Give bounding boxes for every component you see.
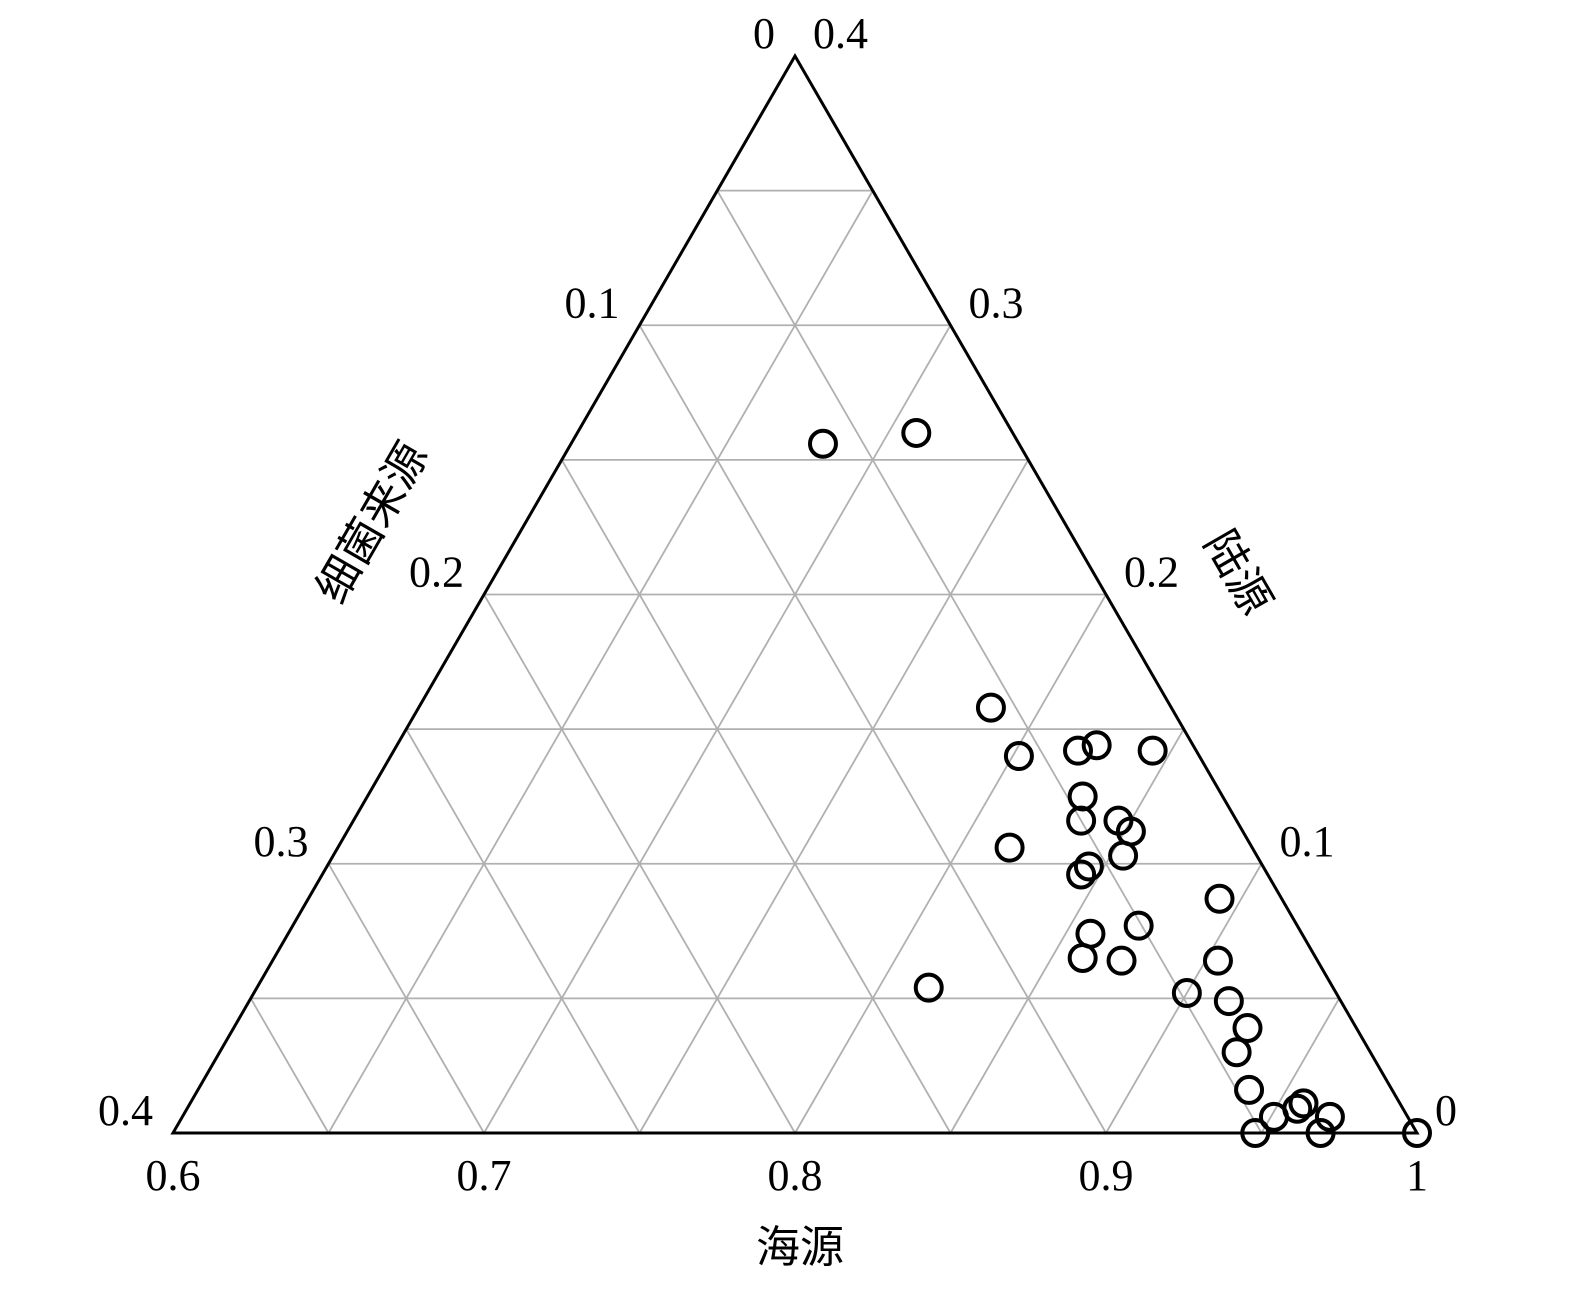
a-tick-label: 0.7	[457, 1151, 512, 1200]
b-tick-label: 0.4	[98, 1086, 153, 1135]
point	[1202, 945, 1233, 976]
point	[1066, 805, 1097, 836]
point	[1221, 1037, 1252, 1068]
point	[1402, 1118, 1432, 1148]
b-tick-label: 0.1	[565, 278, 620, 327]
point	[1108, 840, 1139, 871]
c-tick-label: 0	[1435, 1086, 1457, 1135]
grid-line	[716, 190, 1263, 1134]
grid-line	[327, 190, 874, 1134]
point	[1232, 1012, 1263, 1043]
point	[1063, 735, 1094, 766]
triangle-frame	[170, 53, 1420, 1135]
point	[1073, 851, 1104, 882]
point	[1003, 741, 1034, 772]
point	[1106, 945, 1137, 976]
point	[1234, 1074, 1265, 1105]
grid-line	[949, 728, 1185, 1134]
point	[1137, 735, 1168, 766]
grid-line	[405, 728, 641, 1134]
point	[1067, 781, 1098, 812]
point	[1288, 1088, 1319, 1119]
a-tick-label: 0.8	[768, 1151, 823, 1200]
b-tick-label: 0.3	[254, 817, 309, 866]
point	[1314, 1101, 1345, 1132]
grid-line	[638, 459, 1030, 1134]
point	[1081, 730, 1112, 761]
point	[1123, 910, 1154, 941]
axis-title: 陆源	[1194, 522, 1280, 623]
point	[994, 832, 1025, 863]
a-tick-label: 0.9	[1079, 1151, 1134, 1200]
c-tick-label: 0.4	[813, 9, 868, 58]
point	[1305, 1118, 1336, 1148]
grid-line	[560, 459, 952, 1134]
point	[1075, 918, 1106, 949]
grid	[249, 189, 1341, 1134]
c-tick-label: 0.1	[1280, 817, 1335, 866]
point	[901, 417, 932, 448]
grid-line	[1260, 997, 1341, 1134]
b-tick-label: 0	[753, 9, 775, 58]
a-tick-label: 0.6	[146, 1151, 201, 1200]
point	[1213, 986, 1244, 1017]
points	[807, 417, 1432, 1148]
point	[913, 972, 944, 1003]
point	[1282, 1093, 1313, 1124]
a-tick-label: 1	[1406, 1151, 1428, 1200]
point	[975, 692, 1006, 723]
point	[807, 428, 838, 459]
point	[1204, 883, 1235, 914]
c-tick-label: 0.3	[969, 278, 1024, 327]
point	[1171, 977, 1202, 1008]
point	[1067, 942, 1098, 973]
point	[1066, 859, 1097, 890]
axis-title: 海源	[756, 1223, 844, 1272]
grid-line	[249, 997, 330, 1134]
c-tick-label: 0.2	[1124, 548, 1179, 597]
b-tick-label: 0.2	[409, 548, 464, 597]
point	[1240, 1118, 1271, 1148]
